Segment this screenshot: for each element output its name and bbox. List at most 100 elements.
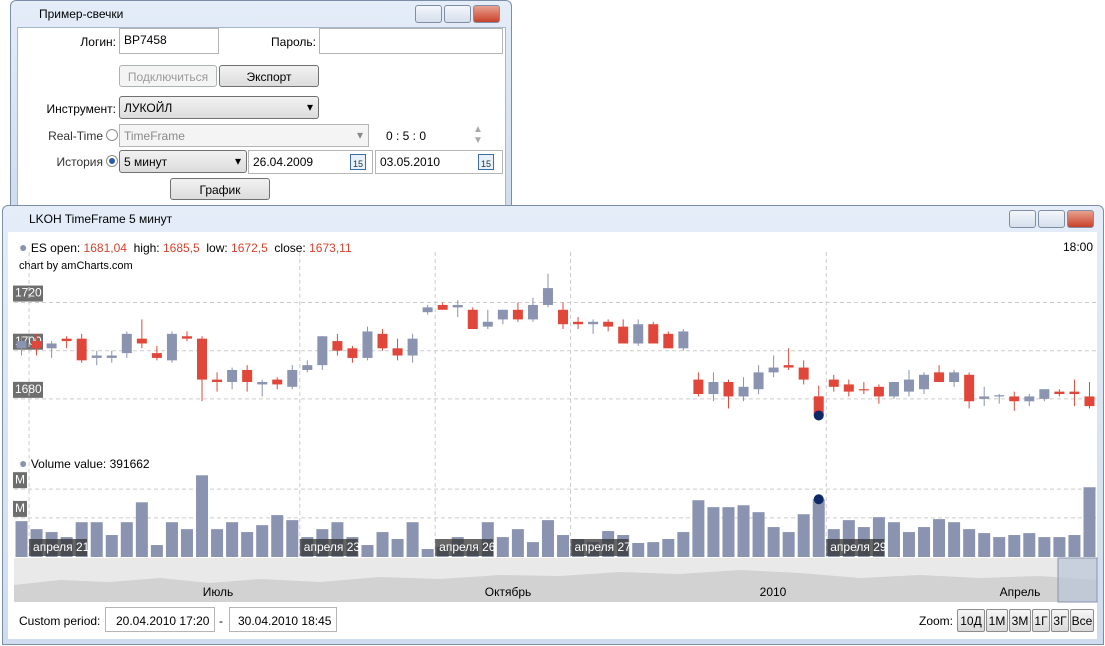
volume-bar — [1083, 487, 1096, 557]
export-button[interactable]: Экспорт — [219, 65, 319, 87]
volume-bar — [767, 527, 780, 557]
y-tick-box — [13, 472, 27, 489]
legend-label: low: — [206, 241, 228, 255]
volume-bar — [90, 522, 103, 557]
legend-label: open: — [50, 241, 81, 255]
chart-button[interactable]: График — [170, 178, 270, 200]
calendar-icon[interactable]: 15 — [478, 154, 494, 170]
legend-name: ES — [30, 241, 47, 255]
password-input[interactable] — [319, 28, 503, 54]
y-tick-label: 1720 — [15, 286, 42, 300]
volume-bar — [241, 532, 254, 557]
x-tick-label: апреля 29 — [830, 540, 887, 554]
candle-body — [828, 379, 839, 387]
candle-body — [317, 336, 328, 366]
login-input[interactable]: BP7458 — [119, 28, 219, 54]
zoom-button[interactable]: 1Г — [1032, 609, 1050, 632]
window-buttons[interactable] — [415, 5, 500, 23]
candle-body — [407, 338, 418, 356]
y-tick-label: 1680 — [15, 382, 42, 396]
navigator-selection[interactable] — [1057, 557, 1098, 603]
legend-label: close: — [274, 241, 306, 255]
legend-value: 1673,11 — [309, 241, 352, 255]
volume-bar — [647, 542, 660, 557]
x-tick-box — [570, 539, 629, 556]
candle-body — [136, 338, 147, 344]
volume-bar — [1068, 535, 1081, 557]
legend-value: 1672,5 — [231, 241, 268, 255]
y-tick-box — [13, 285, 43, 302]
zoom-button[interactable]: 10Д — [957, 609, 985, 632]
volume-bar — [376, 532, 389, 557]
period-to[interactable]: 30.04.2010 18:45 — [229, 607, 337, 632]
period-from[interactable]: 20.04.2010 17:20 — [105, 607, 215, 632]
candle-body — [588, 321, 599, 325]
password-label: Пароль: — [271, 35, 316, 49]
navigator-area — [14, 570, 1097, 602]
navigator-label: Июль — [203, 585, 234, 599]
volume-bar — [963, 529, 976, 557]
price-legend: ● ES open: 1681,04 high: 1685,5 low: 167… — [19, 239, 352, 255]
volume-bar — [812, 499, 825, 557]
candle-body — [121, 333, 132, 354]
login-label: Логин: — [80, 35, 116, 49]
volume-bar — [797, 514, 810, 557]
history-combo[interactable]: 5 минут — [119, 150, 247, 173]
candle-body — [527, 304, 538, 320]
x-tick-box — [29, 539, 88, 556]
realtime-label: Real-Time — [48, 129, 103, 143]
realtime-radio[interactable] — [106, 129, 118, 141]
volume-bar — [150, 545, 163, 557]
candle-body — [76, 338, 87, 361]
volume-bar — [662, 539, 675, 557]
volume-bar — [1008, 535, 1021, 557]
x-tick-label: апреля 27 — [575, 540, 632, 554]
zoom-button[interactable]: 3М — [1009, 609, 1031, 632]
calendar-icon[interactable]: 15 — [350, 154, 366, 170]
candle-body — [287, 369, 298, 387]
volume-bar — [993, 537, 1006, 557]
spinner-arrows[interactable]: ▲ ▼ — [473, 124, 483, 146]
volume-bar — [557, 535, 570, 557]
candle-body — [467, 309, 478, 330]
volume-bar — [211, 529, 224, 557]
window-buttons[interactable] — [1009, 210, 1094, 228]
volume-bar — [722, 507, 735, 557]
candle-body — [843, 384, 854, 392]
volume-bar — [196, 475, 209, 557]
zoom-button[interactable]: 1М — [986, 609, 1008, 632]
navigator-label: Октябрь — [485, 585, 532, 599]
legend-label: value: — [74, 457, 107, 471]
candle-body — [332, 341, 343, 351]
volume-bar — [887, 522, 900, 557]
candle-body — [708, 382, 719, 395]
history-radio[interactable] — [106, 155, 118, 167]
zoom-button[interactable]: 3Г — [1051, 609, 1069, 632]
x-tick-box — [826, 539, 885, 556]
volume-bar — [135, 502, 148, 557]
candle-body — [663, 333, 674, 349]
volume-bar — [421, 549, 434, 557]
connect-button[interactable]: Подключиться — [119, 65, 217, 87]
x-tick-box — [435, 539, 494, 556]
candle-body — [61, 338, 72, 342]
time-spinner[interactable]: 0 : 5 : 0 — [386, 129, 427, 143]
volume-bar — [918, 527, 931, 557]
candle-body — [648, 324, 659, 344]
zoom-button[interactable]: Все — [1070, 609, 1094, 632]
candle-body — [31, 341, 42, 349]
candle-body — [603, 321, 614, 327]
volume-bar — [782, 532, 795, 557]
y-tick-box — [13, 381, 43, 398]
cursor-dot — [813, 410, 824, 421]
volume-bar — [1023, 533, 1036, 557]
volume-bar — [948, 522, 961, 557]
history-label: История — [56, 155, 103, 169]
volume-bar — [361, 545, 374, 557]
timeframe-combo[interactable]: TimeFrame — [119, 124, 369, 147]
legend-value: 1681,04 — [83, 241, 127, 255]
instrument-combo[interactable]: ЛУКОЙЛ — [119, 96, 319, 119]
candle-body — [633, 324, 644, 344]
